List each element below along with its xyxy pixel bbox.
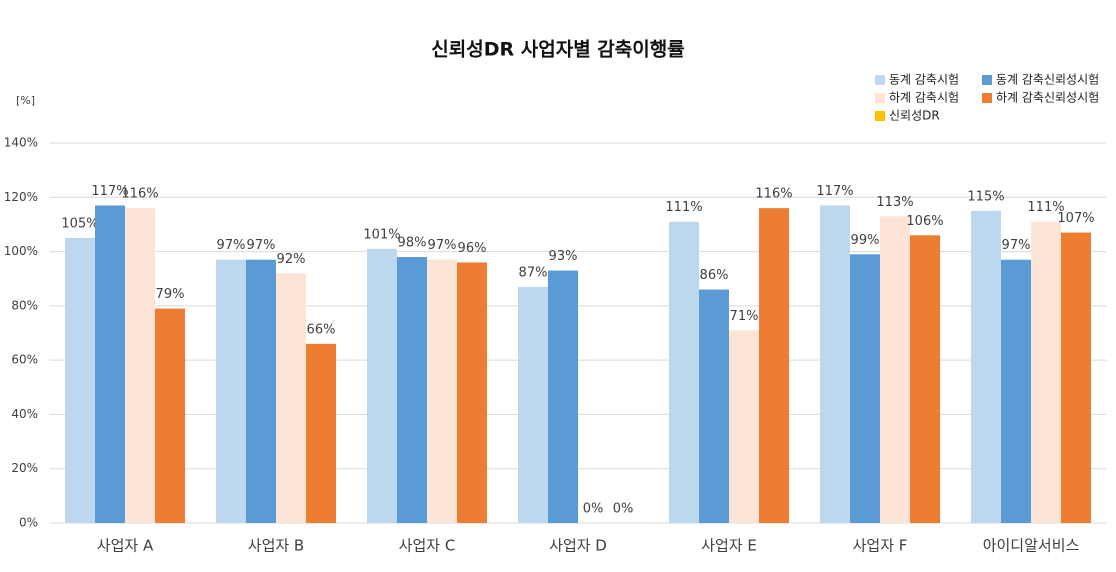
legend-label: 동계 감축시험 xyxy=(889,73,959,87)
legend-swatch xyxy=(875,75,885,85)
y-tick-label: 0% xyxy=(19,516,38,530)
bar xyxy=(65,238,95,523)
y-tick-label: 20% xyxy=(11,461,38,475)
x-tick-label: 사업자 E xyxy=(701,537,757,555)
chart-title: 신뢰성DR 사업자별 감축이행률 xyxy=(431,39,684,61)
data-label: 116% xyxy=(121,187,158,202)
legend-label: 동계 감축신뢰성시험 xyxy=(996,73,1099,87)
bar xyxy=(548,270,578,523)
legend-swatch xyxy=(875,111,885,121)
data-label: 111% xyxy=(665,200,702,215)
legend-swatch xyxy=(982,75,992,85)
bar xyxy=(367,248,397,523)
legend-label: 하계 감축시험 xyxy=(889,91,959,105)
data-label: 111% xyxy=(1027,200,1064,215)
bar xyxy=(850,254,880,524)
data-label: 71% xyxy=(730,309,759,324)
data-label: 97% xyxy=(217,238,246,253)
bar xyxy=(669,221,699,523)
data-label: 99% xyxy=(851,233,880,248)
data-label: 105% xyxy=(61,217,98,232)
bar xyxy=(276,273,306,523)
legend-swatch xyxy=(982,93,992,103)
data-label: 97% xyxy=(1002,238,1031,253)
y-tick-label: 100% xyxy=(4,244,38,258)
bar xyxy=(397,257,427,523)
data-label: 117% xyxy=(816,184,853,199)
y-tick-label: 140% xyxy=(4,136,38,150)
data-label: 113% xyxy=(876,195,913,210)
x-tick-label: 사업자 C xyxy=(399,537,456,555)
data-label: 106% xyxy=(906,214,943,229)
data-label: 87% xyxy=(519,265,548,280)
bar xyxy=(1061,232,1091,524)
bar xyxy=(95,205,125,523)
data-label: 107% xyxy=(1057,211,1094,226)
data-label: 79% xyxy=(156,287,185,302)
data-label: 98% xyxy=(398,236,427,251)
bar xyxy=(699,289,729,523)
bar xyxy=(880,216,910,524)
y-axis-label: [%] xyxy=(16,94,35,107)
legend-label: 하계 감축신뢰성시험 xyxy=(996,91,1099,105)
data-label: 86% xyxy=(700,268,729,283)
data-label: 66% xyxy=(307,322,336,337)
bar xyxy=(1001,259,1031,523)
bar xyxy=(729,330,759,523)
data-label: 97% xyxy=(247,238,276,253)
bar xyxy=(971,210,1001,523)
bar xyxy=(1031,221,1061,523)
data-label: 93% xyxy=(549,249,578,264)
data-label: 0% xyxy=(583,502,604,517)
bar xyxy=(155,308,185,523)
bar xyxy=(216,259,246,523)
x-tick-label: 사업자 B xyxy=(248,537,304,555)
y-tick-label: 40% xyxy=(11,407,38,421)
data-label: 101% xyxy=(363,227,400,242)
bar xyxy=(759,208,789,523)
y-tick-label: 60% xyxy=(11,353,38,367)
y-tick-label: 80% xyxy=(11,298,38,312)
legend-swatch xyxy=(875,93,885,103)
y-tick-label: 120% xyxy=(4,190,38,204)
data-label: 115% xyxy=(967,189,1004,204)
data-label: 116% xyxy=(755,187,792,202)
data-label: 92% xyxy=(277,252,306,267)
bar xyxy=(820,205,850,523)
bar xyxy=(518,286,548,523)
x-tick-label: 사업자 D xyxy=(549,537,607,555)
data-label: 96% xyxy=(458,241,487,256)
x-tick-label: 사업자 A xyxy=(97,537,154,555)
bar xyxy=(427,259,457,523)
bar xyxy=(457,262,487,523)
data-label: 117% xyxy=(91,184,128,199)
x-tick-label: 아이디알서비스 xyxy=(983,537,1080,555)
bar xyxy=(246,259,276,523)
bar xyxy=(125,208,155,523)
bar xyxy=(910,235,940,524)
data-label: 97% xyxy=(428,238,457,253)
x-tick-label: 사업자 F xyxy=(853,537,908,555)
legend-label: 신뢰성DR xyxy=(889,109,940,123)
bar xyxy=(306,343,336,523)
data-label: 0% xyxy=(613,502,634,517)
